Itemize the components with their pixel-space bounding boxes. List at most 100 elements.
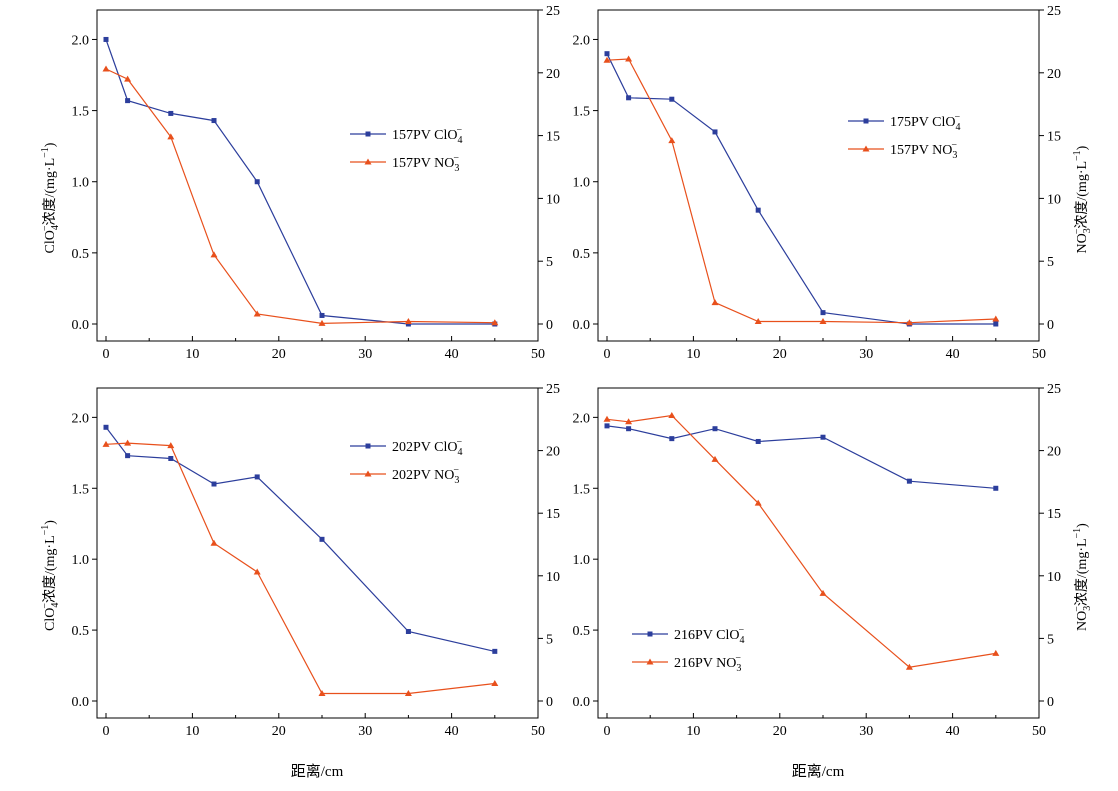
legend-marker-clo4 xyxy=(647,631,653,637)
legend-label-clo4: 175PV ClO4− xyxy=(890,112,960,133)
data-point-clo4 xyxy=(103,36,109,42)
x-axis-title: 距离/cm xyxy=(792,763,845,780)
data-point-no3 xyxy=(102,440,110,447)
y-left-tick-label: 0.5 xyxy=(573,624,591,639)
data-point-clo4 xyxy=(755,438,761,444)
y-right-tick-label: 20 xyxy=(546,445,560,460)
data-point-clo4 xyxy=(319,536,325,542)
x-tick-label: 20 xyxy=(272,347,286,362)
data-point-no3 xyxy=(754,499,762,506)
y-right-axis-title: NO3−浓度/(mg·L−1) xyxy=(1072,523,1093,631)
y-left-tick-label: 0.5 xyxy=(72,624,90,639)
y-left-tick-label: 0.5 xyxy=(72,247,90,262)
y-right-tick-label: 20 xyxy=(1047,67,1061,82)
x-tick-label: 10 xyxy=(185,724,199,739)
series-line-no3 xyxy=(606,58,996,324)
legend-label-clo4: 157PV ClO4− xyxy=(392,125,462,146)
legend-label-no3: 157PV NO3− xyxy=(890,140,957,161)
data-point-clo4 xyxy=(604,51,610,57)
data-point-no3 xyxy=(625,55,633,62)
legend-marker-clo4 xyxy=(365,131,371,137)
data-point-no3 xyxy=(404,689,412,696)
y-left-tick-label: 2.0 xyxy=(72,33,90,48)
x-tick-label: 50 xyxy=(1032,347,1046,362)
y-left-axis-title: ClO4−浓度/(mg·L−1) xyxy=(40,142,61,253)
y-right-tick-label: 5 xyxy=(1047,632,1054,647)
data-point-clo4 xyxy=(993,321,999,327)
data-point-clo4 xyxy=(993,485,999,491)
y-left-tick-label: 1.5 xyxy=(573,105,591,120)
data-point-clo4 xyxy=(492,648,498,654)
panel-1: 0 10 20 30 40 50 0.0 0.5 1.0 1.5 2.0 0 5 10 15 20 25 ClO4… xyxy=(40,4,560,362)
y-right-tick-label: 10 xyxy=(546,192,560,207)
y-right-tick-label: 15 xyxy=(546,130,560,145)
data-point-no3 xyxy=(625,418,633,425)
y-left-tick-label: 2.0 xyxy=(573,411,591,426)
legend-marker-clo4 xyxy=(365,443,371,449)
data-point-clo4 xyxy=(820,310,826,316)
data-point-no3 xyxy=(124,439,132,446)
y-right-tick-label: 5 xyxy=(1047,255,1054,270)
data-point-clo4 xyxy=(669,436,675,442)
data-point-no3 xyxy=(668,137,676,144)
data-point-no3 xyxy=(210,539,218,546)
data-point-no3 xyxy=(253,568,261,575)
y-left-tick-label: 0.0 xyxy=(72,318,90,333)
y-left-axis-title: ClO4−浓度/(mg·L−1) xyxy=(40,520,61,631)
panel-3: 0 10 20 30 40 50 0.0 0.5 1.0 1.5 2.0 0 5 10 15 20 25 ClO4… xyxy=(40,382,560,739)
data-point-clo4 xyxy=(906,478,912,484)
data-point-no3 xyxy=(603,415,611,422)
data-point-no3 xyxy=(102,65,110,72)
y-right-tick-label: 20 xyxy=(1047,445,1061,460)
y-right-tick-label: 10 xyxy=(546,570,560,585)
x-tick-label: 50 xyxy=(1032,724,1046,739)
data-point-clo4 xyxy=(712,129,718,135)
data-point-no3 xyxy=(603,56,611,63)
legend-marker-no3 xyxy=(646,658,654,665)
x-tick-label: 40 xyxy=(946,347,960,362)
x-tick-label: 20 xyxy=(773,724,787,739)
series-line-no3 xyxy=(105,442,495,695)
data-point-clo4 xyxy=(103,424,109,430)
x-tick-label: 50 xyxy=(531,347,545,362)
data-point-clo4 xyxy=(211,481,217,487)
data-point-clo4 xyxy=(755,207,761,213)
x-tick-label: 30 xyxy=(358,347,372,362)
data-point-clo4 xyxy=(168,455,174,461)
y-left-tick-label: 1.0 xyxy=(573,176,591,191)
x-tick-label: 40 xyxy=(946,724,960,739)
x-tick-label: 20 xyxy=(272,724,286,739)
x-tick-label: 10 xyxy=(686,347,700,362)
data-point-no3 xyxy=(167,133,175,140)
x-tick-label: 40 xyxy=(445,724,459,739)
y-right-tick-label: 25 xyxy=(546,4,560,19)
y-right-tick-label: 0 xyxy=(546,695,553,710)
data-point-no3 xyxy=(905,663,913,670)
data-point-no3 xyxy=(992,649,1000,656)
y-right-tick-label: 25 xyxy=(546,382,560,397)
data-point-clo4 xyxy=(626,95,632,101)
y-left-tick-label: 1.0 xyxy=(573,553,591,568)
data-point-no3 xyxy=(905,319,913,326)
legend-marker-no3 xyxy=(364,158,372,165)
data-point-clo4 xyxy=(319,312,325,318)
data-point-clo4 xyxy=(604,423,610,429)
y-left-tick-label: 2.0 xyxy=(72,411,90,426)
x-tick-label: 30 xyxy=(859,724,873,739)
x-tick-label: 0 xyxy=(604,724,611,739)
data-point-no3 xyxy=(992,315,1000,322)
data-point-clo4 xyxy=(626,426,632,432)
series-line-clo4 xyxy=(606,425,996,489)
plot-frame xyxy=(597,387,1040,719)
y-right-tick-label: 25 xyxy=(1047,4,1061,19)
x-tick-label: 40 xyxy=(445,347,459,362)
y-right-tick-label: 25 xyxy=(1047,382,1061,397)
legend-marker-no3 xyxy=(364,470,372,477)
data-point-clo4 xyxy=(125,453,131,459)
x-tick-label: 20 xyxy=(773,347,787,362)
data-point-clo4 xyxy=(712,426,718,432)
x-tick-label: 50 xyxy=(531,724,545,739)
y-left-tick-label: 1.5 xyxy=(573,482,591,497)
x-tick-label: 10 xyxy=(686,724,700,739)
data-point-clo4 xyxy=(254,179,260,185)
